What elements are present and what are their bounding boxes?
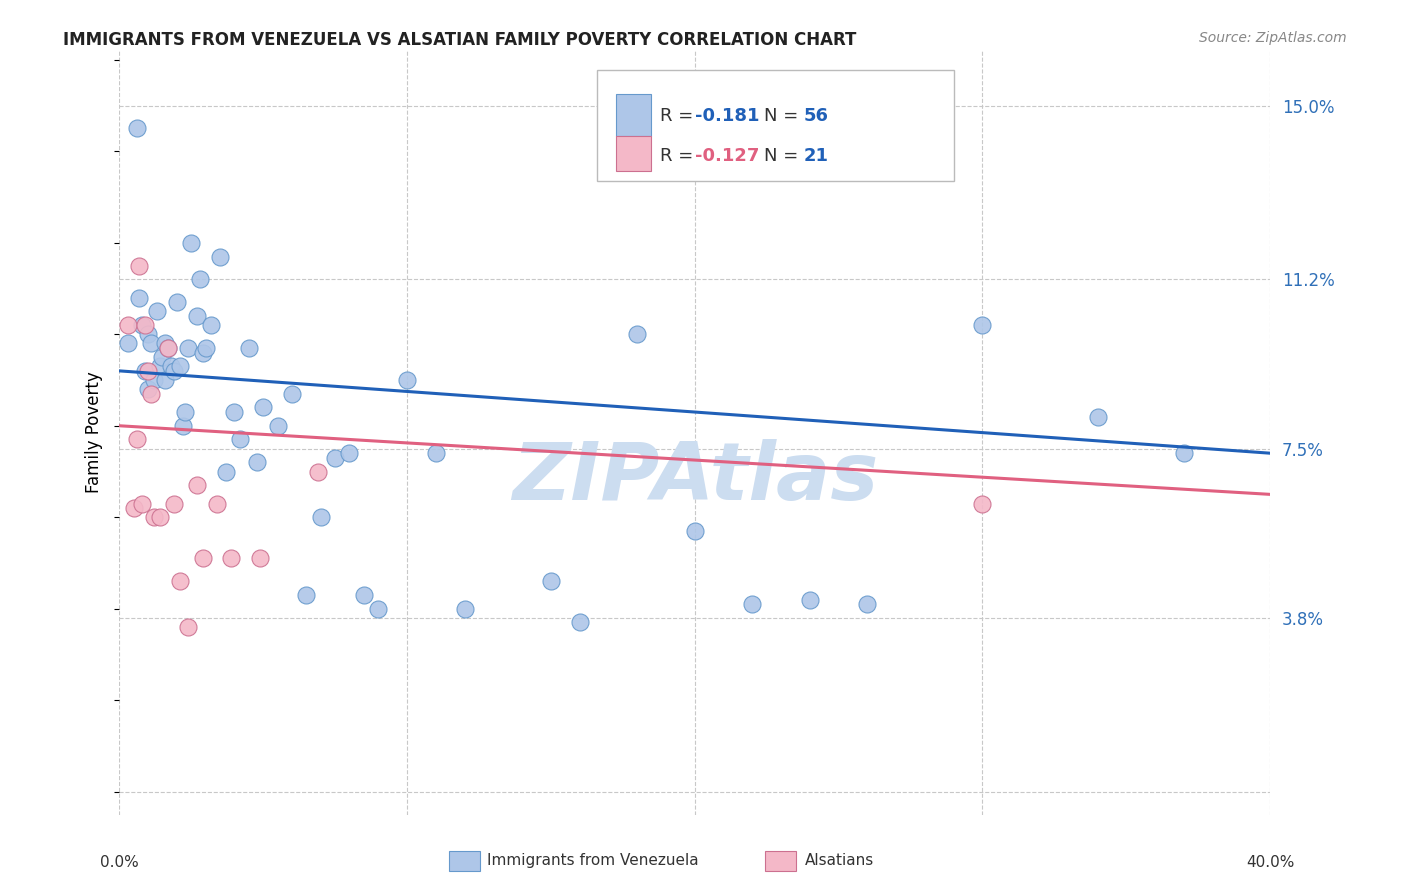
Point [155,373,177,387]
Point [169,574,191,589]
Point [339,446,361,460]
Point [166,295,188,310]
Point [186,309,208,323]
Point [238,341,260,355]
Point [160,359,183,374]
Point [309,510,332,524]
Point [281,386,304,401]
Point [200,318,222,332]
Point [136,364,159,378]
Point [142,510,165,524]
Point [122,501,145,516]
Point [139,336,162,351]
Point [215,465,238,479]
Point [134,318,156,332]
Point [194,341,217,355]
Y-axis label: Family Poverty: Family Poverty [86,372,103,493]
Point [163,496,186,510]
Point [131,318,153,332]
Text: R =: R = [661,107,699,125]
Point [1173,446,1195,460]
Point [191,551,214,566]
Point [425,446,447,460]
Point [856,597,879,611]
Point [353,588,375,602]
Point [972,318,994,332]
Point [224,405,246,419]
Text: IMMIGRANTS FROM VENEZUELA VS ALSATIAN FAMILY POVERTY CORRELATION CHART: IMMIGRANTS FROM VENEZUELA VS ALSATIAN FA… [63,31,856,49]
Point [186,478,208,492]
Point [323,450,346,465]
Point [117,318,139,332]
Point [180,235,202,250]
Point [169,359,191,374]
Point [163,364,186,378]
Point [246,455,269,469]
Point [136,382,159,396]
Point [136,327,159,342]
Text: 0.0%: 0.0% [100,855,139,870]
Point [1087,409,1109,424]
Point [295,588,318,602]
Point [249,551,271,566]
Text: Source: ZipAtlas.com: Source: ZipAtlas.com [1199,31,1347,45]
Point [683,524,706,538]
Point [229,433,252,447]
Point [174,405,197,419]
Point [128,291,150,305]
Text: ZIPAtlas: ZIPAtlas [512,440,877,517]
Point [972,496,994,510]
Point [142,373,165,387]
Point [799,592,821,607]
Text: -0.127: -0.127 [695,147,759,165]
Point [568,615,591,630]
Point [125,121,148,136]
Text: N =: N = [763,107,804,125]
Point [266,418,288,433]
Text: R =: R = [661,147,699,165]
Text: Alsatians: Alsatians [804,854,873,869]
Text: 21: 21 [804,147,830,165]
Point [177,620,200,634]
Point [157,341,180,355]
Text: -0.181: -0.181 [695,107,759,125]
Point [128,259,150,273]
Point [395,373,418,387]
Point [155,336,177,351]
Point [117,336,139,351]
Point [131,496,153,510]
Point [307,465,329,479]
Point [741,597,763,611]
Point [221,551,243,566]
FancyBboxPatch shape [598,70,953,180]
Point [208,250,231,264]
Point [134,364,156,378]
Point [157,341,180,355]
Point [172,418,194,433]
FancyBboxPatch shape [616,136,651,170]
Point [453,601,475,615]
Point [125,433,148,447]
Point [626,327,648,342]
Text: N =: N = [763,147,804,165]
Point [205,496,228,510]
Point [367,601,389,615]
Text: 56: 56 [804,107,830,125]
Point [188,272,211,286]
Point [148,510,170,524]
Point [540,574,562,589]
Point [252,401,274,415]
Point [148,359,170,374]
Point [145,304,167,318]
Text: Immigrants from Venezuela: Immigrants from Venezuela [486,854,699,869]
FancyBboxPatch shape [616,95,651,136]
Point [191,345,214,359]
Text: 40.0%: 40.0% [1246,855,1295,870]
Point [139,386,162,401]
Point [177,341,200,355]
Point [152,350,174,364]
